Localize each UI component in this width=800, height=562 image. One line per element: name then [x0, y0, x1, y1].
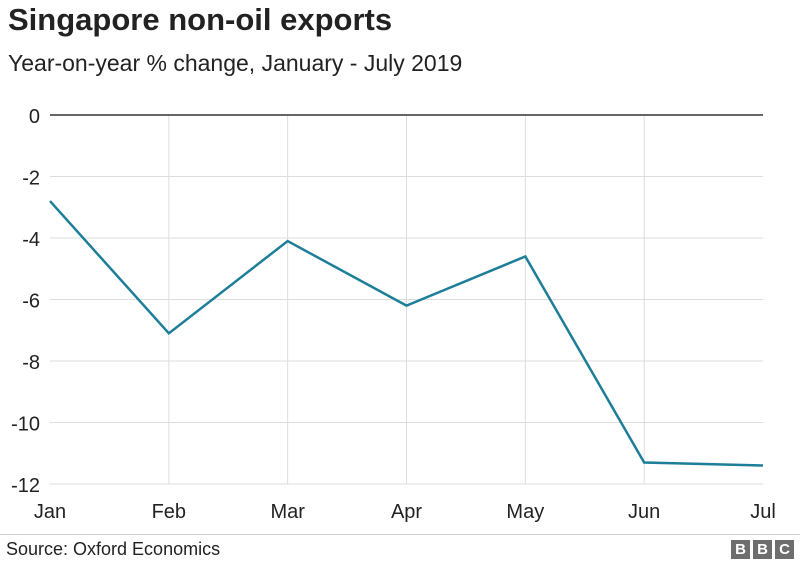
y-tick-label: -8: [22, 352, 40, 374]
y-tick-label: -10: [11, 414, 40, 436]
bbc-logo-letter-2: B: [753, 540, 772, 559]
x-tick-label: Feb: [152, 501, 186, 523]
bbc-logo-letter-3: C: [775, 540, 794, 559]
source-note: Source: Oxford Economics: [6, 539, 221, 559]
y-tick-label: -6: [22, 291, 40, 313]
x-tick-label: May: [506, 501, 544, 523]
line-chart: 0 -2 -4 -6 -8 -10 -12 Jan Feb Mar Apr May Jun Jul: [11, 106, 776, 523]
bbc-logo: B B C: [731, 540, 794, 559]
y-tick-label: -4: [22, 229, 40, 251]
y-tick-label: 0: [29, 106, 40, 128]
x-tick-label: Mar: [270, 501, 305, 523]
x-tick-label: Jan: [34, 501, 66, 523]
y-tick-label: -12: [11, 475, 40, 497]
x-tick-label: Jul: [750, 501, 776, 523]
bbc-logo-letter-1: B: [731, 540, 750, 559]
chart-title: Singapore non-oil exports: [8, 2, 393, 37]
x-tick-label: Jun: [628, 501, 660, 523]
y-tick-label: -2: [22, 168, 40, 190]
footer-divider: [0, 534, 800, 535]
x-tick-label: Apr: [391, 501, 422, 523]
series-line: [49, 200, 764, 467]
chart-subtitle: Year-on-year % change, January - July 20…: [8, 50, 463, 76]
